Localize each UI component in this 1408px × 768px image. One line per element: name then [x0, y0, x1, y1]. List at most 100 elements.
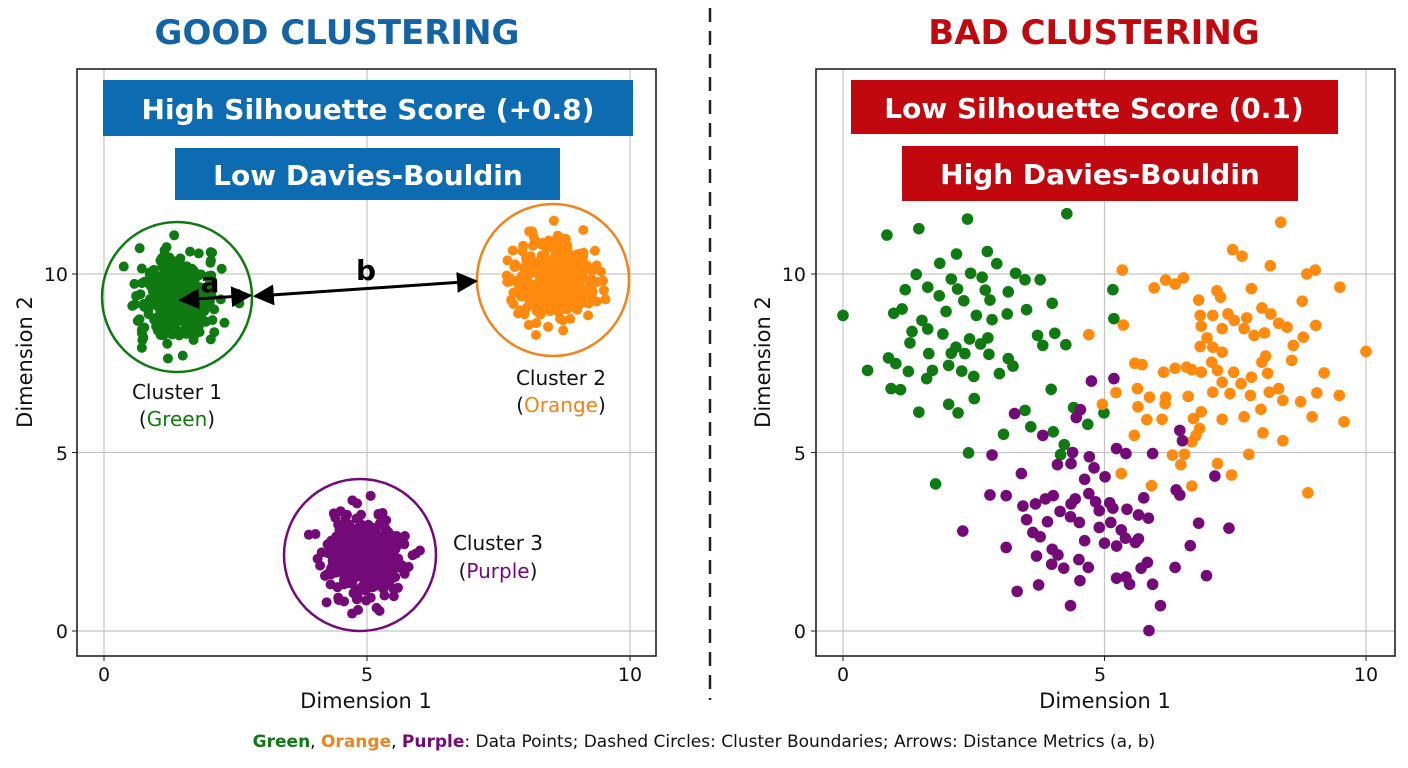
green-data-point — [1036, 339, 1049, 352]
purple-data-point — [1015, 467, 1028, 480]
orange-data-point — [1169, 362, 1181, 375]
orange-data-point — [1264, 259, 1277, 272]
green-data-point — [837, 309, 849, 322]
orange-data-point — [1245, 371, 1258, 383]
orange-data-point — [1227, 366, 1240, 378]
green-data-point — [955, 365, 968, 377]
orange-data-point — [1206, 309, 1219, 322]
purple-data-point — [1054, 505, 1066, 518]
caption-purple: Purple — [401, 732, 465, 752]
purple-data-point — [1036, 429, 1049, 442]
orange-data-point — [1297, 331, 1310, 343]
y-axis-label: Dimension 2 — [13, 296, 37, 428]
orange-data-point — [1228, 314, 1241, 327]
green-data-point — [974, 338, 987, 350]
cluster-2-point — [502, 255, 513, 266]
cluster-3-point — [340, 514, 351, 525]
orange-data-point — [1255, 403, 1267, 416]
purple-data-point — [1110, 540, 1123, 552]
purple-data-point — [1051, 458, 1064, 471]
cluster-1-color-label: (Green) — [139, 407, 215, 431]
plot-frame — [76, 68, 657, 657]
cluster-3-point — [399, 531, 410, 542]
orange-data-point — [1259, 350, 1272, 362]
cluster-2-point — [589, 245, 600, 256]
green-data-point — [942, 359, 955, 372]
cluster-2-point — [598, 275, 609, 286]
orange-data-point — [1195, 320, 1208, 332]
cluster-2-point — [514, 281, 525, 292]
green-data-point — [952, 407, 964, 419]
cluster-1-point — [131, 290, 142, 301]
orange-data-point — [1148, 282, 1160, 294]
cluster-3-point — [398, 538, 409, 549]
cluster-2-label: Cluster 2 — [516, 366, 606, 390]
purple-data-point — [1110, 572, 1123, 584]
orange-data-point — [1216, 413, 1228, 426]
cluster-2-point — [525, 293, 536, 304]
green-data-point — [967, 370, 980, 383]
cluster-1-point — [139, 322, 150, 333]
purple-data-point — [1082, 561, 1095, 574]
cluster-1-point — [161, 242, 172, 253]
cluster-3-point — [328, 508, 339, 519]
orange-data-point — [1306, 411, 1318, 423]
cluster-1-point — [139, 301, 150, 312]
purple-data-point — [1083, 450, 1096, 463]
cluster-1-point — [166, 321, 177, 332]
cluster-1-point — [177, 350, 188, 361]
cluster-1-point — [180, 279, 191, 290]
purple-data-point — [1154, 599, 1167, 612]
green-data-point — [945, 273, 958, 285]
cluster-3-point — [353, 604, 364, 615]
distance-arrows — [178, 271, 478, 310]
orange-data-point — [1128, 429, 1141, 442]
orange-data-point — [1277, 394, 1289, 407]
purple-data-point — [1020, 513, 1033, 526]
purple-data-point — [1146, 578, 1159, 591]
orange-data-point — [1110, 386, 1122, 399]
cluster-3-point — [365, 592, 376, 603]
cluster-3-point — [365, 490, 376, 501]
cluster-2-point — [558, 325, 569, 336]
purple-data-point — [1000, 489, 1012, 502]
green-data-point — [963, 333, 976, 345]
cluster-2-point — [515, 305, 526, 316]
cluster-2-point — [542, 272, 553, 283]
orange-data-point — [1194, 309, 1207, 322]
cluster-1-label: Cluster 1 — [132, 380, 222, 404]
green-data-point — [933, 289, 946, 302]
green-data-point — [1034, 273, 1046, 286]
green-data-point — [922, 347, 935, 360]
orange-data-point — [1214, 291, 1227, 304]
green-data-point — [894, 383, 907, 396]
silhouette-badge — [851, 80, 1338, 134]
green-data-point — [1002, 286, 1015, 298]
cluster-2-point — [598, 285, 609, 296]
cluster-1-point — [183, 322, 194, 333]
silhouette-badge-text: High Silhouette Score (+0.8) — [142, 93, 595, 126]
orange-data-point — [1238, 411, 1250, 423]
green-data-point — [1058, 438, 1071, 451]
cluster-1-point — [179, 267, 190, 278]
cluster-2-color-label: (Orange) — [516, 393, 606, 417]
purple-data-point — [956, 525, 969, 537]
cluster-1-point — [136, 263, 147, 274]
green-data-point — [976, 271, 988, 284]
purple-data-point — [1074, 574, 1086, 587]
orange-data-point — [1195, 406, 1208, 418]
silhouette-badge-text: Low Silhouette Score (0.1) — [884, 92, 1303, 125]
orange-data-point — [1157, 366, 1170, 378]
cluster-1-point — [166, 283, 177, 294]
orange-data-point — [1186, 363, 1198, 376]
green-data-point — [964, 267, 977, 280]
cluster-1-point — [118, 261, 129, 272]
cluster-3-point — [407, 550, 418, 561]
cluster-3-point — [359, 542, 370, 553]
orange-data-point — [1360, 345, 1372, 358]
cluster-2-point — [555, 313, 566, 324]
purple-data-point — [1047, 489, 1060, 502]
purple-data-point — [1174, 424, 1186, 437]
cluster-3-color-name: Purple — [466, 559, 529, 583]
cluster-1-point — [168, 270, 179, 281]
